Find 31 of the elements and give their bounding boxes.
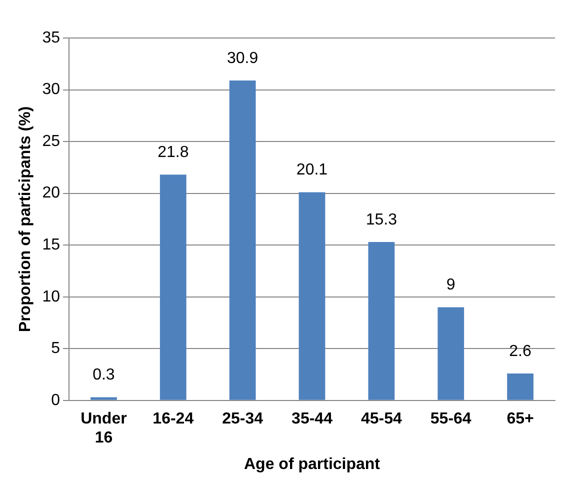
- bar: [438, 307, 464, 400]
- x-tick-label: 16-24: [152, 410, 194, 428]
- x-tick-label: 45-54: [360, 410, 402, 428]
- bar: [160, 174, 186, 400]
- x-tick-label: 35-44: [292, 410, 333, 428]
- y-axis-title: Proportion of participants (%): [17, 106, 34, 332]
- y-tick-label: 25: [42, 132, 60, 150]
- x-tick-label: 55-64: [430, 410, 472, 428]
- data-label: 15.3: [366, 211, 398, 228]
- bar: [507, 373, 534, 400]
- bar: [368, 242, 395, 400]
- bar: [229, 80, 256, 400]
- y-tick-label: 15: [42, 236, 60, 254]
- y-tick-label: 5: [51, 340, 60, 358]
- data-label: 21.8: [158, 144, 189, 162]
- y-tick-label: 30: [42, 81, 60, 98]
- x-tick-label: 65+: [506, 410, 534, 428]
- y-tick-label: 0: [51, 392, 60, 409]
- bar: [298, 192, 326, 400]
- x-tick-label: 25-34: [222, 410, 264, 428]
- y-tick-label: 20: [42, 184, 60, 202]
- bar: [90, 397, 117, 400]
- y-tick-label: 35: [42, 29, 60, 46]
- data-label: 9: [446, 276, 456, 294]
- data-label: 2.6: [509, 342, 532, 360]
- data-label: 30.9: [227, 50, 258, 67]
- data-label: 0.3: [92, 366, 115, 384]
- y-tick-label: 10: [42, 288, 60, 306]
- x-tick-label: Under 16: [80, 410, 127, 447]
- data-label: 20.1: [296, 162, 328, 179]
- x-axis-title: Age of participant: [244, 456, 381, 473]
